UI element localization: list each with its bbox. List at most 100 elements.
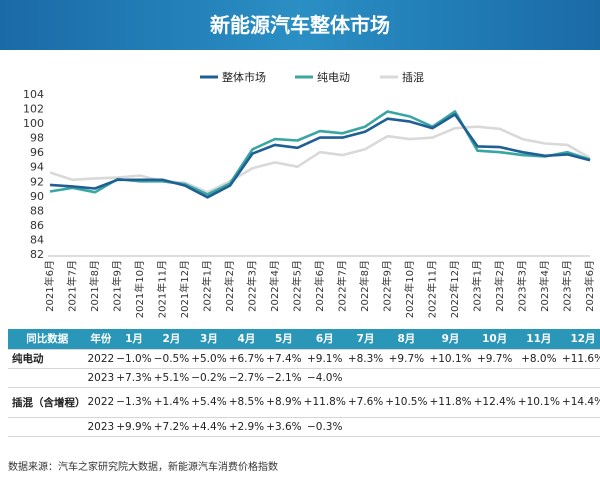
table-cell: +11.8% [302, 387, 347, 418]
table-header-cell: 11月 [516, 329, 561, 350]
table-row: 2023 +9.9% +7.2% +4.4% +2.9% +3.6% −0.3% [8, 417, 600, 437]
series-line-2 [49, 125, 591, 194]
legend-label: 纯电动 [317, 71, 350, 84]
row-year: 2022 [86, 349, 116, 369]
y-tick-label: 102 [23, 103, 44, 116]
table-cell: +9.7% [384, 349, 429, 369]
table-cell: −0.5% [152, 349, 191, 369]
table-cell [516, 368, 561, 388]
table-header-cell: 8月 [384, 329, 429, 350]
x-tick-label: 2023年2月 [493, 260, 506, 312]
table-cell: +5.0% [190, 349, 228, 369]
table-cell [346, 368, 385, 388]
table-cell: +8.9% [265, 387, 303, 418]
table-cell: −1.0% [115, 349, 153, 369]
y-tick-label: 104 [23, 88, 44, 101]
table-row: 纯电动 2022 −1.0% −0.5% +5.0% +6.7% +7.4% +9.1% +8.… [8, 349, 600, 369]
y-tick-label: 88 [30, 204, 44, 217]
x-tick-label: 2022年4月 [268, 260, 281, 312]
table-cell [560, 417, 600, 437]
row-category [8, 368, 87, 388]
table-cell: +9.1% [302, 349, 347, 369]
table-cell: +4.4% [190, 417, 228, 437]
x-tick-label: 2022年2月 [223, 260, 236, 312]
table-cell: +14.4% [560, 387, 600, 418]
yoy-table: 同比数据 年份 1月 2月 3月 4月 5月 6月 7月 8月 9月 10月 11月 12月 纯电动 202… [8, 329, 600, 437]
table-cell: +11.8% [428, 387, 473, 418]
row-category: 纯电动 [8, 349, 87, 369]
x-tick-label: 2023年4月 [538, 260, 551, 312]
y-tick-label: 98 [30, 132, 44, 145]
table-cell [472, 417, 517, 437]
x-tick-label: 2022年9月 [381, 260, 394, 312]
table-header-cell: 5月 [265, 329, 303, 350]
x-tick-label: 2023年6月 [583, 260, 596, 312]
table-cell: −4.0% [302, 368, 347, 388]
y-tick-label: 100 [23, 117, 44, 130]
y-tick-label: 90 [30, 190, 44, 203]
table-cell: +8.0% [516, 349, 561, 369]
row-category [8, 417, 87, 437]
x-tick-label: 2023年3月 [516, 260, 529, 312]
title-banner [0, 0, 600, 50]
page-title: 新能源汽车整体市场 [210, 13, 390, 37]
y-tick-label: 94 [30, 161, 44, 174]
table-cell: +8.3% [346, 349, 385, 369]
x-tick-label: 2021年7月 [66, 260, 79, 312]
y-tick-label: 86 [30, 219, 44, 232]
table-cell: +2.9% [227, 417, 266, 437]
table-cell: −0.3% [302, 417, 347, 437]
row-year: 2022 [86, 387, 116, 418]
y-tick-label: 82 [30, 248, 44, 261]
table-row: 2023 +7.3% +5.1% −0.2% −2.7% −2.1% −4.0% [8, 368, 600, 388]
table-header-cell: 6月 [302, 329, 347, 350]
x-tick-label: 2021年6月 [43, 260, 56, 312]
table-cell: −1.3% [115, 387, 153, 418]
x-tick-label: 2021年8月 [88, 260, 101, 312]
table-cell: +10.1% [516, 387, 561, 418]
y-tick-label: 96 [30, 146, 44, 159]
table-header-cell: 7月 [346, 329, 385, 350]
x-tick-label: 2022年7月 [336, 260, 349, 312]
y-tick-label: 84 [30, 233, 44, 246]
table-cell: −2.7% [227, 368, 266, 388]
table-header-cell: 年份 [86, 329, 116, 350]
table-cell [516, 417, 561, 437]
table-header-cell: 2月 [152, 329, 191, 350]
table-cell [346, 417, 385, 437]
row-category: 插混（含增程） [8, 387, 87, 418]
table-cell: −0.2% [190, 368, 228, 388]
table-cell: +11.6% [560, 349, 600, 369]
x-tick-label: 2022年5月 [291, 260, 304, 312]
x-tick-label: 2023年1月 [471, 260, 484, 312]
table-cell [384, 417, 429, 437]
table-cell [428, 368, 473, 388]
row-year: 2023 [86, 417, 116, 437]
table-cell: +9.7% [472, 349, 517, 369]
x-tick-label: 2022年1月 [201, 260, 214, 312]
table-cell: +6.7% [227, 349, 266, 369]
x-tick-label: 2022年12月 [448, 260, 461, 318]
table-cell: +7.3% [115, 368, 153, 388]
table-cell [384, 368, 429, 388]
x-tick-label: 2022年10月 [403, 260, 416, 318]
legend-label: 整体市场 [222, 70, 266, 84]
table-cell: +5.4% [190, 387, 228, 418]
table-cell [472, 368, 517, 388]
x-tick-label: 2022年11月 [426, 260, 439, 318]
table-cell: +10.5% [384, 387, 429, 418]
x-tick-label: 2021年9月 [111, 260, 124, 312]
table-cell: +8.5% [227, 387, 266, 418]
x-tick-label: 2021年10月 [133, 260, 146, 318]
table-cell: +5.1% [152, 368, 191, 388]
table-cell: +7.4% [265, 349, 303, 369]
data-source-note: 数据来源：汽车之家研究院大数据，新能源汽车消费价格指数 [8, 462, 278, 473]
row-year: 2023 [86, 368, 116, 388]
x-tick-label: 2021年11月 [156, 260, 169, 318]
series-line-0 [49, 113, 591, 199]
y-tick-label: 92 [30, 175, 44, 188]
table-row: 插混（含增程） 2022 −1.3% +1.4% +5.4% +8.5% +8.9% +11.… [8, 387, 600, 418]
table-header-cell: 10月 [472, 329, 517, 350]
table-header-cell: 12月 [560, 329, 600, 350]
